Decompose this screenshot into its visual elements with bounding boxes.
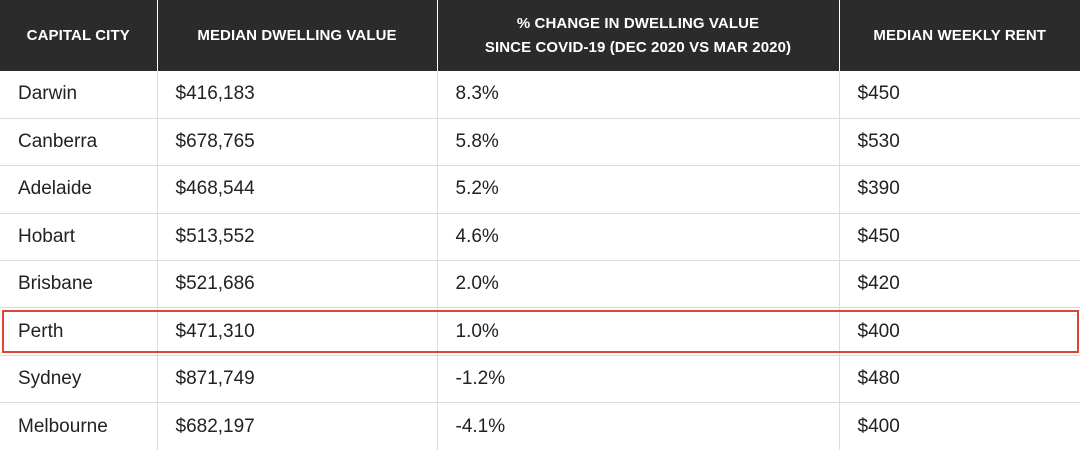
cell-dwelling-value: $871,749 bbox=[156, 355, 437, 404]
cell-percent-change: 4.6% bbox=[436, 213, 839, 262]
table-row: Hobart $513,552 4.6% $450 bbox=[0, 213, 1080, 262]
cell-dwelling-value: $471,310 bbox=[156, 307, 437, 356]
cell-city: Perth bbox=[0, 307, 157, 356]
cell-weekly-rent: $390 bbox=[838, 165, 1080, 214]
cell-dwelling-value: $416,183 bbox=[156, 71, 437, 119]
cell-weekly-rent: $450 bbox=[838, 71, 1080, 119]
header-percent-change: % CHANGE IN DWELLING VALUE SINCE COVID-1… bbox=[436, 0, 839, 71]
cell-city: Adelaide bbox=[0, 165, 157, 214]
cell-weekly-rent: $530 bbox=[838, 118, 1080, 167]
cell-city: Sydney bbox=[0, 355, 157, 404]
cell-weekly-rent: $420 bbox=[838, 260, 1080, 309]
cell-dwelling-value: $468,544 bbox=[156, 165, 437, 214]
cell-percent-change: 5.2% bbox=[436, 165, 839, 214]
cell-weekly-rent: $400 bbox=[838, 402, 1080, 450]
cell-percent-change: -1.2% bbox=[436, 355, 839, 404]
cell-city: Canberra bbox=[0, 118, 157, 167]
header-percent-change-line-1: % CHANGE IN DWELLING VALUE bbox=[516, 14, 760, 32]
header-capital-city: CAPITAL CITY bbox=[0, 0, 157, 71]
cell-city: Darwin bbox=[0, 71, 157, 119]
cell-weekly-rent: $450 bbox=[838, 213, 1080, 262]
table-row: Darwin $416,183 8.3% $450 bbox=[0, 71, 1080, 119]
cell-city: Brisbane bbox=[0, 260, 157, 309]
header-median-weekly-rent: MEDIAN WEEKLY RENT bbox=[838, 0, 1080, 71]
cell-dwelling-value: $678,765 bbox=[156, 118, 437, 167]
cell-percent-change: 8.3% bbox=[436, 71, 839, 119]
table-row: Canberra $678,765 5.8% $530 bbox=[0, 118, 1080, 167]
cell-dwelling-value: $521,686 bbox=[156, 260, 437, 309]
header-percent-change-line-2: SINCE COVID-19 (DEC 2020 VS MAR 2020) bbox=[484, 38, 792, 56]
table-header-row: CAPITAL CITY MEDIAN DWELLING VALUE % CHA… bbox=[0, 0, 1080, 71]
cell-percent-change: 1.0% bbox=[436, 307, 839, 356]
table-row: Sydney $871,749 -1.2% $480 bbox=[0, 355, 1080, 404]
cell-dwelling-value: $682,197 bbox=[156, 402, 437, 450]
cell-percent-change: -4.1% bbox=[436, 402, 839, 450]
table-row-highlighted: Perth $471,310 1.0% $400 bbox=[0, 307, 1080, 356]
cell-city: Melbourne bbox=[18, 415, 108, 437]
cell-city: Hobart bbox=[0, 213, 157, 262]
header-median-dwelling-value: MEDIAN DWELLING VALUE bbox=[156, 0, 437, 71]
cell-dwelling-value: $513,552 bbox=[156, 213, 437, 262]
table-row: Adelaide $468,544 5.2% $390 bbox=[0, 165, 1080, 214]
cell-percent-change: 2.0% bbox=[436, 260, 839, 309]
table-row: Brisbane $521,686 2.0% $420 bbox=[0, 260, 1080, 309]
cell-weekly-rent: $480 bbox=[838, 355, 1080, 404]
cell-percent-change: 5.8% bbox=[436, 118, 839, 167]
table-row: Melbourne $682,197 -4.1% $400 bbox=[0, 402, 1080, 450]
cell-weekly-rent: $400 bbox=[838, 307, 1080, 356]
